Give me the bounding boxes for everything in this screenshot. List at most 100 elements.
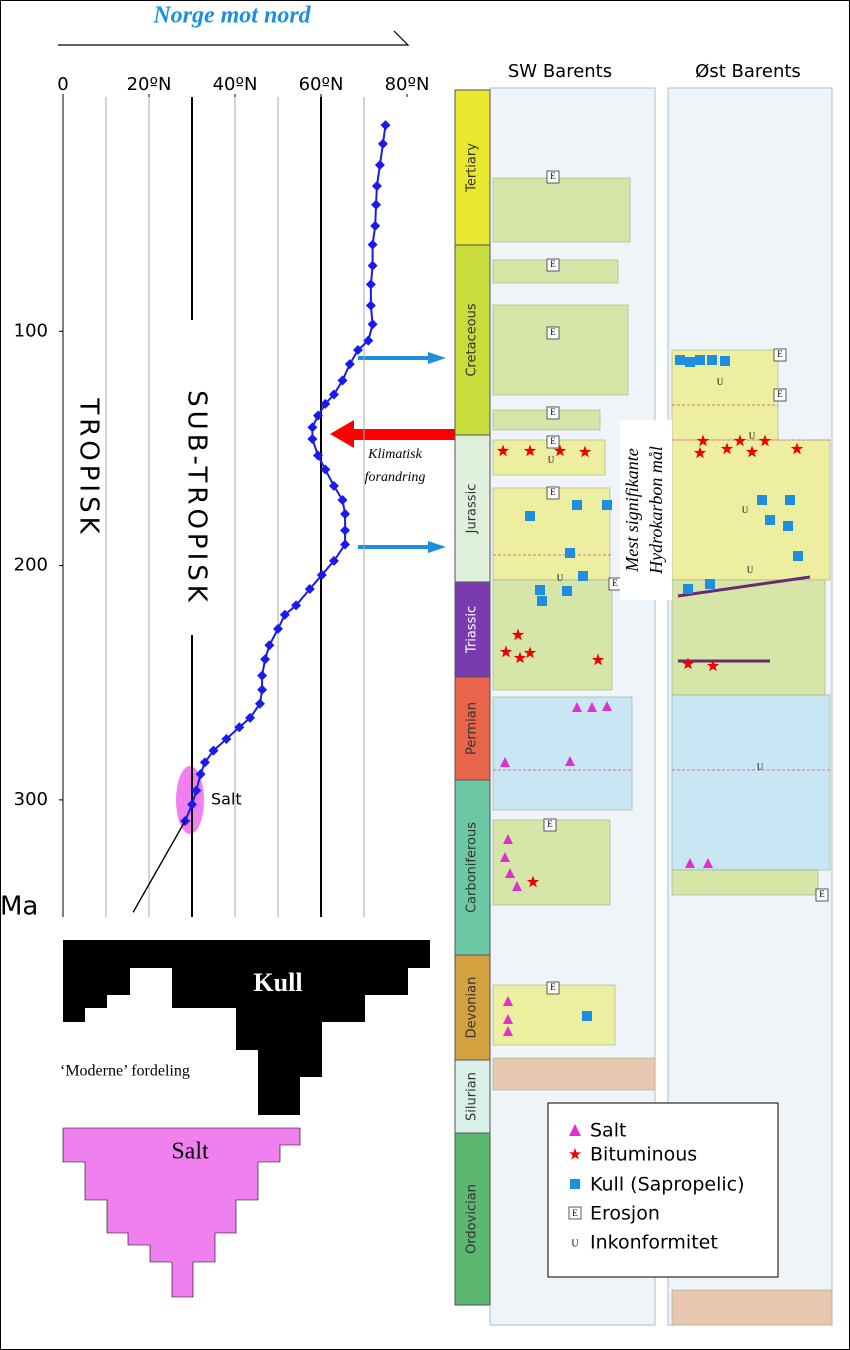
erosion-mark: E: [819, 889, 825, 899]
point: [260, 654, 271, 665]
rock-layer: [492, 819, 611, 906]
arrow-label: Klimatisk: [367, 447, 422, 462]
point: [234, 722, 245, 733]
salt-triangle: [587, 702, 597, 712]
arrow-head: [330, 420, 354, 448]
coal-square: [783, 521, 793, 531]
salt-triangle: [500, 757, 510, 767]
unconformity-mark: U: [717, 377, 724, 387]
coal-square: [572, 500, 582, 510]
rock-layer: [671, 439, 831, 581]
salt-triangle: [512, 881, 522, 891]
salt-triangle: [703, 858, 713, 868]
bituminous-star: [526, 875, 540, 888]
salt-label: Salt: [171, 1139, 209, 1165]
point: [320, 398, 331, 409]
point: [312, 410, 323, 421]
erosion-mark: E: [550, 407, 556, 417]
x-tick-label: 20ºN: [127, 74, 172, 95]
period-label: Cretaceous: [465, 303, 480, 377]
coal-square: [565, 548, 575, 558]
period-label: Jurassic: [465, 484, 480, 535]
erosion-box: [546, 406, 560, 420]
point: [344, 359, 355, 370]
target-label: Hydrokarbon mål: [646, 446, 666, 575]
point: [279, 609, 290, 620]
legend-label: Salt: [590, 1120, 626, 1142]
bituminous-star: [696, 434, 710, 447]
period-band: [454, 244, 491, 436]
x-tick-label: 80ºN: [385, 74, 430, 95]
latitude-line: [184, 124, 387, 822]
distribution-label: ‘Moderne’ fordeling: [60, 1063, 190, 1080]
period-label: Devonian: [465, 977, 480, 1039]
bituminous-star: [681, 657, 695, 670]
point: [340, 509, 351, 520]
legend-label: Inkonformitet: [590, 1232, 718, 1254]
salt-triangle: [503, 996, 513, 1006]
x-tick-label: 0: [57, 74, 68, 95]
point: [316, 569, 327, 580]
coal-square: [675, 355, 685, 365]
coal-square: [757, 495, 767, 505]
bituminous-star: [513, 651, 527, 664]
bituminous-star: [733, 434, 747, 447]
period-label: Ordovician: [465, 1184, 480, 1254]
chart-title: Norge mot nord: [152, 3, 311, 29]
salt-triangle: [503, 1026, 513, 1036]
coal-square: [562, 586, 572, 596]
zone-label: TROPISK: [74, 397, 104, 537]
unconformity-mark: U: [749, 431, 756, 441]
zone-label: SUB-TROPISK: [182, 390, 212, 606]
point: [337, 494, 348, 505]
bituminous-star: [496, 444, 510, 457]
legend-label: Kull (Sapropelic): [590, 1174, 745, 1196]
coal-square: [602, 500, 612, 510]
coal-seam: [677, 575, 811, 598]
point: [304, 584, 315, 594]
erosion-box: [773, 388, 787, 402]
point: [312, 450, 323, 461]
point: [367, 239, 378, 250]
y-tick-label: 200: [14, 555, 48, 576]
point: [367, 319, 378, 330]
arrow-label: forandring: [365, 470, 426, 485]
erosion-box: [773, 348, 787, 362]
period-band: [454, 434, 491, 583]
coal-square: [537, 596, 547, 606]
erosion-box: [546, 326, 560, 340]
y-tick-label: 100: [14, 320, 48, 341]
salt-triangle: [500, 852, 510, 862]
point: [245, 712, 256, 723]
bituminous-star: [790, 442, 804, 455]
coal-square: [582, 1011, 592, 1021]
point: [328, 389, 339, 400]
point: [195, 769, 206, 780]
bituminous-star: [758, 434, 772, 447]
bituminous-star: [591, 653, 605, 666]
arrows: [330, 352, 462, 553]
coal-square: [705, 579, 715, 589]
point: [257, 670, 268, 681]
coal-square: [785, 495, 795, 505]
coal-square: [578, 571, 588, 581]
north-arrow: [58, 30, 410, 46]
bituminous-star: [523, 646, 537, 659]
arrow-head: [428, 352, 446, 364]
point: [367, 260, 378, 271]
point: [337, 375, 348, 386]
erosion-mark: E: [550, 259, 556, 269]
red-arrow: [352, 429, 462, 440]
legend-symbol: E: [572, 1208, 578, 1218]
period-label: Silurian: [465, 1072, 480, 1121]
period-label: Permian: [465, 702, 480, 755]
point: [328, 555, 339, 566]
period-label: Triassic: [465, 606, 480, 654]
x-tick-label: 60ºN: [299, 74, 344, 95]
erosion-box: [815, 888, 829, 902]
erosion-mark: E: [550, 436, 556, 446]
point: [371, 181, 382, 192]
coal-square: [765, 515, 775, 525]
